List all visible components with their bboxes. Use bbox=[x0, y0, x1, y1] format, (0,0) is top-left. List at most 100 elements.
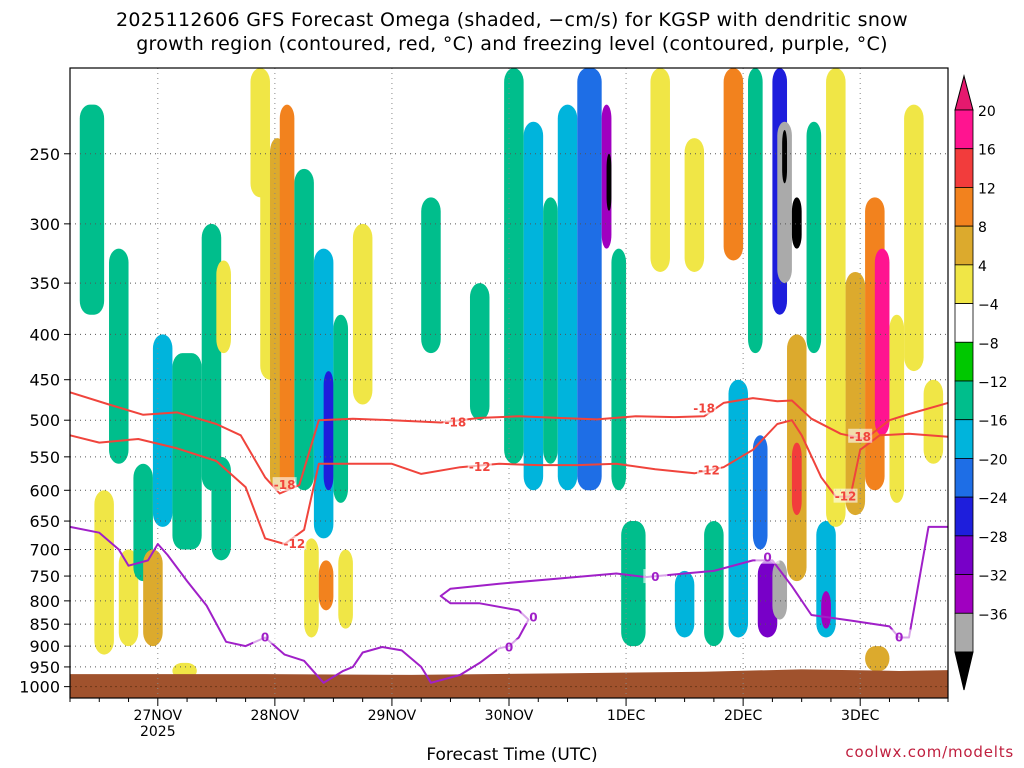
colorbar-label: −16 bbox=[978, 414, 1008, 430]
omega-cell bbox=[728, 379, 749, 638]
colorbar-label: 12 bbox=[978, 181, 996, 197]
y-tick-label: 800 bbox=[29, 592, 60, 611]
y-tick-label: 750 bbox=[29, 567, 60, 586]
x-axis-title: Forecast Time (UTC) bbox=[426, 745, 598, 765]
omega-cell bbox=[338, 549, 353, 629]
omega-cell bbox=[611, 248, 627, 491]
omega-cell bbox=[874, 248, 890, 436]
contour-label-bg bbox=[643, 569, 668, 584]
contour-label-bg bbox=[443, 414, 468, 429]
y-tick-label: 600 bbox=[29, 481, 60, 500]
contour-label-bg bbox=[848, 428, 873, 443]
omega-cell bbox=[606, 153, 612, 211]
colorbar-swatch bbox=[954, 264, 974, 304]
colorbar-swatch bbox=[954, 303, 974, 343]
omega-cell bbox=[704, 521, 724, 647]
y-tick-label: 500 bbox=[29, 411, 60, 430]
omega-cell bbox=[777, 121, 792, 284]
colorbar-swatch bbox=[954, 419, 974, 459]
chart-title-line-1: 2025112606 GFS Forecast Omega (shaded, −… bbox=[116, 9, 908, 31]
omega-cell bbox=[845, 271, 866, 516]
colorbar-label: −20 bbox=[978, 452, 1008, 468]
y-tick-label: 650 bbox=[29, 512, 60, 531]
omega-cell bbox=[650, 68, 670, 272]
contour-label-bg bbox=[497, 639, 521, 654]
omega-cell bbox=[806, 121, 822, 354]
freezing-level-label: 0 bbox=[651, 570, 659, 584]
colorbar-swatch bbox=[954, 612, 974, 653]
colorbar-swatch bbox=[954, 574, 974, 614]
omega-cell bbox=[543, 197, 558, 464]
omega-cell bbox=[216, 260, 231, 354]
omega-cell bbox=[201, 223, 222, 491]
contour-label-bg bbox=[272, 477, 297, 492]
colorbar-label: −24 bbox=[978, 491, 1008, 507]
colorbar-label: 16 bbox=[978, 143, 996, 159]
x-tick-sublabel: 2025 bbox=[140, 724, 176, 740]
y-tick-label: 250 bbox=[29, 145, 60, 164]
omega-cell bbox=[211, 456, 231, 561]
freezing-level-label: 0 bbox=[505, 640, 513, 654]
colorbar-swatch bbox=[954, 225, 974, 266]
omega-cell bbox=[421, 197, 441, 354]
y-tick-label: 1000 bbox=[19, 678, 60, 697]
dendritic-contour bbox=[69, 391, 949, 495]
omega-cell bbox=[865, 646, 890, 671]
omega-cell bbox=[79, 104, 105, 315]
dendritic-contour-label: -18 bbox=[274, 478, 296, 492]
dendritic-contour-label: -18 bbox=[445, 416, 467, 430]
y-tick-label: 300 bbox=[29, 215, 60, 234]
y-tick-label: 850 bbox=[29, 615, 60, 634]
contour-label-bg bbox=[887, 629, 912, 644]
source-credit: coolwx.com/modelts bbox=[845, 743, 1014, 761]
omega-cell bbox=[791, 442, 802, 516]
omega-cell bbox=[504, 68, 524, 464]
colorbar-label: −12 bbox=[978, 375, 1008, 391]
freezing-level-label: 0 bbox=[261, 631, 269, 645]
colorbar-swatch bbox=[954, 535, 974, 575]
colorbar-swatch bbox=[954, 458, 974, 498]
omega-cell bbox=[94, 490, 114, 655]
x-tick-label: 29NOV bbox=[368, 708, 417, 724]
omega-cell bbox=[782, 129, 788, 184]
omega-cell bbox=[904, 104, 924, 372]
omega-cell bbox=[323, 371, 334, 491]
x-tick-label: 3DEC bbox=[841, 708, 880, 724]
colorbar-swatch bbox=[954, 496, 974, 537]
freezing-level-label: 0 bbox=[529, 610, 537, 624]
colorbar-label: −36 bbox=[978, 607, 1008, 623]
omega-cell bbox=[674, 570, 695, 638]
chart-title-line-2: growth region (contoured, red, °C) and f… bbox=[136, 33, 888, 55]
freezing-level-label: 0 bbox=[895, 631, 903, 645]
dendritic-contour-label: -12 bbox=[284, 537, 306, 551]
omega-cell bbox=[621, 521, 646, 647]
colorbar-label: 4 bbox=[978, 259, 987, 275]
omega-cell bbox=[333, 314, 349, 503]
y-tick-label: 550 bbox=[29, 448, 60, 467]
y-tick-label: 950 bbox=[29, 658, 60, 677]
dendritic-contour-label: -18 bbox=[849, 430, 871, 444]
colorbar-label: −4 bbox=[978, 298, 999, 314]
omega-cell bbox=[752, 435, 768, 550]
omega-cell bbox=[723, 68, 744, 261]
contour-label-bg bbox=[833, 488, 858, 503]
omega-cell bbox=[143, 549, 163, 647]
dendritic-contour bbox=[69, 419, 949, 545]
contour-label-bg bbox=[755, 549, 780, 564]
colorbar-swatch bbox=[954, 187, 974, 227]
contour-label-bg bbox=[253, 629, 278, 644]
contour-label-bg bbox=[467, 459, 492, 474]
dendritic-contour-label: -12 bbox=[698, 464, 720, 478]
y-tick-label: 900 bbox=[29, 637, 60, 656]
omega-cell bbox=[748, 68, 763, 354]
y-tick-label: 450 bbox=[29, 371, 60, 390]
contour-label-bg bbox=[282, 536, 307, 551]
omega-cell bbox=[826, 68, 846, 527]
omega-cell bbox=[352, 223, 373, 405]
omega-cell bbox=[152, 334, 173, 527]
omega-cell bbox=[821, 591, 831, 629]
x-tick-label: 30NOV bbox=[485, 708, 534, 724]
chart-title: 2025112606 GFS Forecast Omega (shaded, −… bbox=[0, 8, 1024, 56]
omega-cell bbox=[577, 68, 602, 491]
